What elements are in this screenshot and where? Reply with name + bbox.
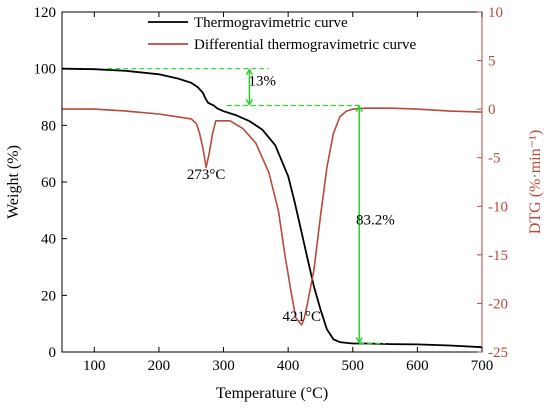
x-tick-label: 400 xyxy=(277,358,300,374)
y2-tick-label: -25 xyxy=(488,345,508,361)
annotations: 273°C 421°C 13% 83.2% xyxy=(107,68,395,345)
arrow-head-13-bottom xyxy=(245,99,254,106)
dtg-curve-line xyxy=(62,107,483,326)
x-tick-label: 200 xyxy=(148,358,171,374)
x-axis-title: Temperature (°C) xyxy=(216,385,328,402)
y-tick-label: 60 xyxy=(41,175,56,191)
y2-tick-label: 0 xyxy=(488,102,496,118)
arrow-head-83-bottom xyxy=(355,337,363,344)
y-tick-label: 40 xyxy=(41,232,56,248)
arrow-head-83-top xyxy=(355,105,363,112)
y-tick-label: 0 xyxy=(49,345,57,361)
legend-label: Differential thermogravimetric curve xyxy=(194,37,416,53)
tg-curve-line xyxy=(61,67,483,349)
arrow-head-13-top xyxy=(245,68,254,76)
x-tick-label: 600 xyxy=(406,358,429,374)
x-tick-label: 300 xyxy=(212,358,235,374)
y-tick-label: 80 xyxy=(41,118,56,134)
y2-tick-label: -10 xyxy=(488,199,508,215)
x-tick-label: 100 xyxy=(83,358,106,374)
plot-area xyxy=(61,67,483,349)
legend-label: Thermogravimetric curve xyxy=(194,15,348,31)
annotation-label: 421°C xyxy=(282,309,321,325)
annotation-label: 13% xyxy=(249,74,277,90)
annotation-label: 273°C xyxy=(187,167,226,183)
y-tick-label: 20 xyxy=(41,288,56,304)
y-tick-label: 100 xyxy=(34,62,57,78)
y2-tick-label: 5 xyxy=(488,54,496,70)
y-tick-label: 120 xyxy=(34,5,57,21)
x-tick-label: 700 xyxy=(471,358,494,374)
y2-axis-title: DTG (%·min⁻¹) xyxy=(527,130,544,234)
x-tick-label: 500 xyxy=(342,358,365,374)
y2-tick-label: -20 xyxy=(488,296,508,312)
legend: Thermogravimetric curve Differential ther… xyxy=(148,15,416,53)
y2-tick-label: -5 xyxy=(488,151,501,167)
axes: 100 200 300 400 500 600 700020406080100120-25-… xyxy=(5,5,544,402)
annotation-label: 83.2% xyxy=(356,213,395,229)
y-axis-title: Weight (%) xyxy=(5,145,22,219)
y2-tick-label: -15 xyxy=(488,248,508,264)
y2-tick-label: 10 xyxy=(488,5,503,21)
